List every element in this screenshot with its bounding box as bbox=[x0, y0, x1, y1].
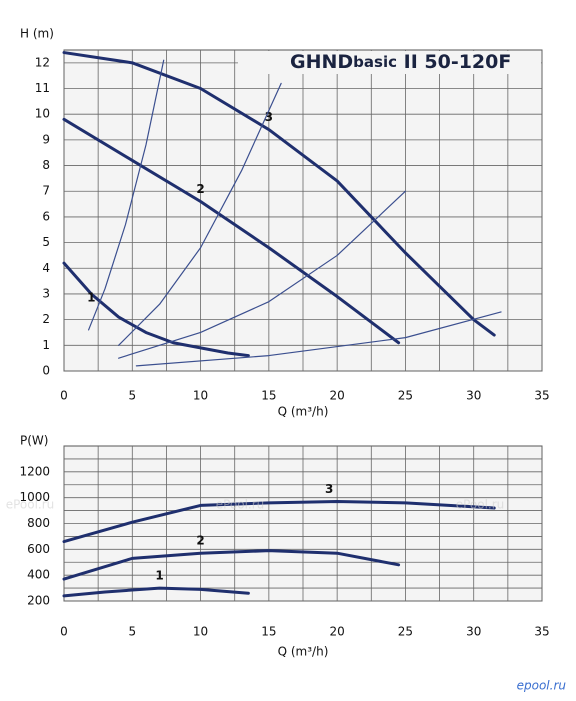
y-tick-label: 4 bbox=[42, 261, 50, 275]
y-tick-label: 2 bbox=[42, 312, 50, 326]
x-tick-label: 25 bbox=[398, 625, 413, 639]
watermark: ePool.ru bbox=[456, 498, 505, 512]
y-tick-label: 1200 bbox=[19, 464, 50, 478]
watermark: ePool.ru bbox=[216, 498, 265, 512]
y-tick-label: 8 bbox=[42, 158, 50, 172]
series-line bbox=[62, 586, 250, 598]
curve-label: 1 bbox=[155, 569, 163, 583]
y-tick-label: 7 bbox=[42, 184, 50, 198]
x-tick-label: 0 bbox=[60, 389, 68, 403]
x-tick-label: 5 bbox=[128, 389, 136, 403]
y-tick-label: 800 bbox=[27, 516, 50, 530]
series-line bbox=[62, 117, 401, 345]
y-tick-label: 9 bbox=[42, 132, 50, 146]
x-tick-label: 20 bbox=[330, 625, 345, 639]
y-tick-label: 200 bbox=[27, 594, 50, 608]
series-line bbox=[118, 82, 282, 346]
x-tick-label: 5 bbox=[128, 625, 136, 639]
x-tick-label: 30 bbox=[466, 625, 481, 639]
chart-title: GHNDbasic II 50-120F bbox=[290, 51, 511, 73]
curve-label: 3 bbox=[325, 482, 333, 496]
curve-label: 2 bbox=[196, 534, 204, 548]
x-tick-label: 35 bbox=[534, 625, 549, 639]
x-tick-label: 0 bbox=[60, 625, 68, 639]
x-tick-label: 20 bbox=[330, 389, 345, 403]
y-tick-label: 3 bbox=[42, 286, 50, 300]
y-tick-label: 6 bbox=[42, 209, 50, 223]
series-line bbox=[87, 59, 165, 331]
x-tick-label: 30 bbox=[466, 389, 481, 403]
title-part: 50-120F bbox=[424, 51, 511, 73]
curve-label: 3 bbox=[265, 110, 273, 124]
y-tick-label: 12 bbox=[35, 55, 50, 69]
curve-label: 1 bbox=[87, 290, 95, 304]
y-tick-label: 1 bbox=[42, 338, 50, 352]
series-line bbox=[62, 549, 401, 581]
title-part: II bbox=[404, 51, 418, 73]
y-tick-label: 10 bbox=[35, 107, 50, 121]
title-part: basic bbox=[353, 53, 397, 71]
x-tick-label: 10 bbox=[193, 389, 208, 403]
x-tick-label: 35 bbox=[534, 389, 549, 403]
curve-label: 2 bbox=[196, 182, 204, 196]
series-line bbox=[62, 500, 496, 544]
y-tick-label: 400 bbox=[27, 568, 50, 582]
series-line bbox=[62, 261, 250, 358]
x-axis-label: Q (m³/h) bbox=[278, 405, 329, 419]
x-axis-label: Q (m³/h) bbox=[278, 645, 329, 659]
footer: epool.ru bbox=[517, 679, 567, 693]
x-tick-label: 15 bbox=[261, 389, 276, 403]
y-tick-label: 600 bbox=[27, 542, 50, 556]
y-tick-label: 11 bbox=[35, 81, 50, 95]
y-axis-label: P(W) bbox=[20, 434, 48, 448]
title-part: GHND bbox=[290, 51, 353, 73]
x-tick-label: 25 bbox=[398, 389, 413, 403]
y-tick-label: 5 bbox=[42, 235, 50, 249]
y-tick-label: 0 bbox=[42, 364, 50, 378]
y-tick-label: 1000 bbox=[19, 490, 50, 504]
x-tick-label: 15 bbox=[261, 625, 276, 639]
y-axis-label: H (m) bbox=[20, 27, 54, 41]
watermark: ePool.ru bbox=[6, 498, 55, 512]
x-tick-label: 10 bbox=[193, 625, 208, 639]
series-line bbox=[135, 311, 502, 367]
title-box bbox=[238, 51, 541, 74]
series-line bbox=[62, 51, 496, 337]
series-line bbox=[118, 190, 407, 359]
